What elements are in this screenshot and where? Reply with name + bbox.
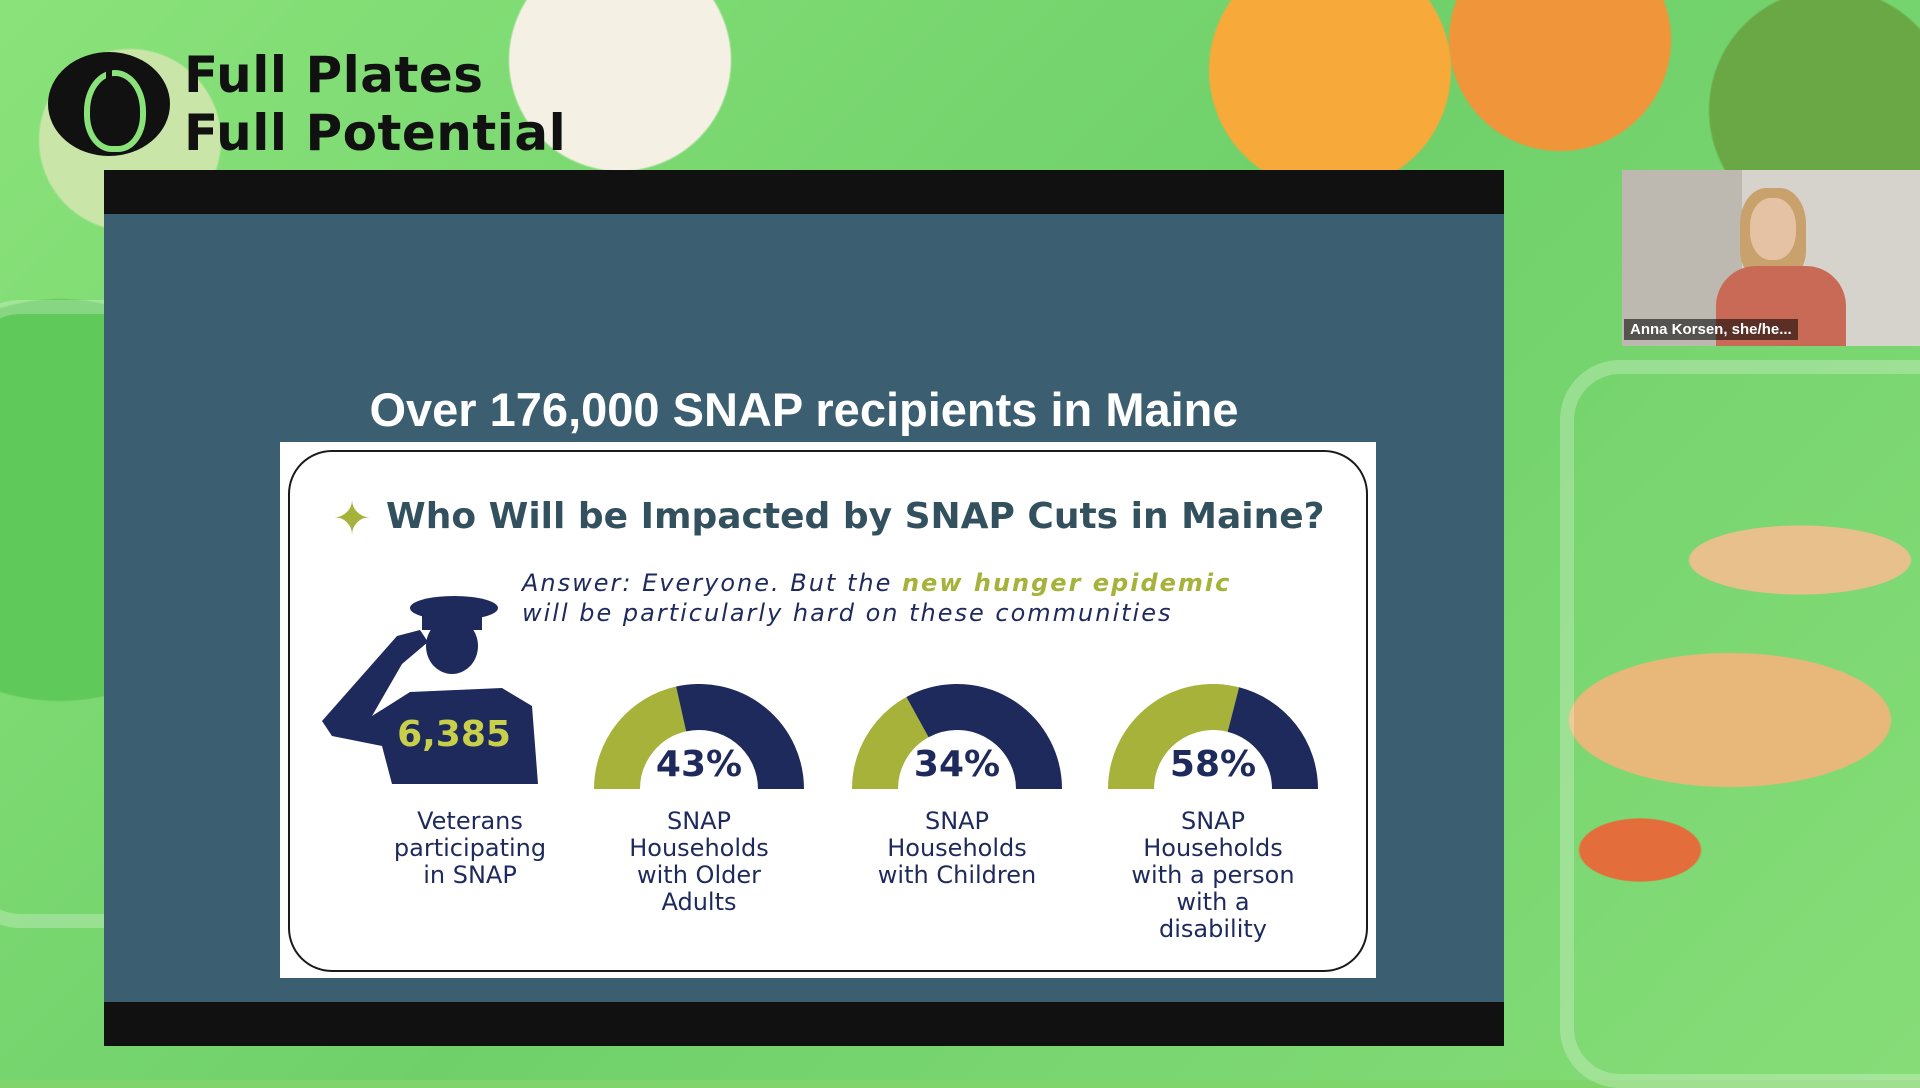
veterans-label-line: participating [393,834,547,862]
brand-name: Full Plates Full Potential [184,46,566,162]
brand-logo: Full Plates Full Potential [48,46,566,162]
stat-label-line: with Children [877,861,1037,889]
veterans-label: Veterans participating in SNAP [370,808,570,889]
gauge-remaining-arc [676,684,804,790]
infographic-heading: Who Will be Impacted by SNAP Cuts in Mai… [386,496,1325,537]
shared-screen: Over 176,000 SNAP recipients in Maine ✦ … [104,170,1504,1046]
participant-name: Anna Korsen, she/he... [1624,319,1798,340]
gauge-older-adults [594,684,804,790]
veterans-label-line: in SNAP [423,861,517,889]
veterans-label-line: Veterans [417,807,523,835]
saluting-soldier-icon [322,596,538,784]
gauge-percent: 58% [1169,744,1257,785]
stat-label-older-adults: SNAP Households with Older Adults [599,808,799,916]
gauge-remaining-arc [1226,687,1318,790]
answer-prefix: Answer: Everyone. But the [522,569,902,597]
stat-label-line: Households [1143,834,1283,862]
gauge-filled-arc [1108,684,1240,790]
gauge-remaining-arc [906,684,1062,790]
gauge-percent: 43% [655,744,743,785]
participant-face [1750,198,1796,260]
participant-video-tile[interactable]: Anna Korsen, she/he... [1622,170,1920,346]
gauge-disability [1108,684,1318,790]
gauge-filled-arc [594,686,688,790]
stat-label-disability: SNAP Households with a person with a dis… [1113,808,1313,943]
gauge-filled-arc [852,696,930,790]
stat-label-line: Households [629,834,769,862]
stat-label-line: with a [1176,888,1250,916]
brand-line-2: Full Potential [184,104,567,162]
stat-label-line: SNAP [924,807,990,835]
veterans-count: 6,385 [397,714,511,755]
answer-line-2: will be particularly hard on these commu… [522,599,1173,627]
tray-decoration [1560,360,1920,1088]
stat-label-line: Adults [661,888,737,916]
brand-line-1: Full Plates [184,46,484,104]
apple-logo-icon [48,52,170,156]
stat-label-children: SNAP Households with Children [857,808,1057,889]
answer-highlight: new hunger epidemic [901,569,1232,597]
stat-label-line: SNAP [1180,807,1246,835]
stat-label-line: Households [887,834,1027,862]
presentation-slide: Over 176,000 SNAP recipients in Maine ✦ … [104,214,1504,1002]
gauge-children [852,684,1062,790]
answer-line-1: Answer: Everyone. But the new hunger epi… [522,568,1231,598]
stat-label-line: disability [1159,915,1267,943]
infographic-card: ✦ Who Will be Impacted by SNAP Cuts in M… [280,442,1376,978]
stat-label-line: SNAP [666,807,732,835]
infographic-border: ✦ Who Will be Impacted by SNAP Cuts in M… [288,450,1368,972]
slide-title: Over 176,000 SNAP recipients in Maine [369,383,1239,436]
answer-text: Answer: Everyone. But the new hunger epi… [522,568,1231,628]
stat-label-line: with Older [637,861,761,889]
gauge-percent: 34% [913,744,1001,785]
stat-label-line: with a person [1131,861,1295,889]
sparkle-icon: ✦ [332,491,372,545]
